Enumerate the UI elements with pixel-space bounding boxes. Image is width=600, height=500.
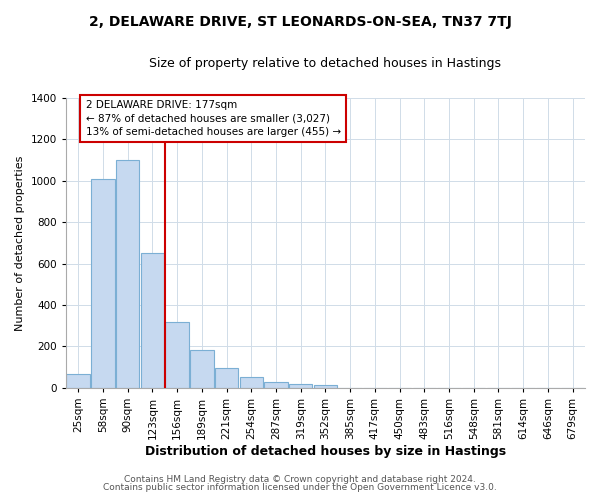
Text: 2, DELAWARE DRIVE, ST LEONARDS-ON-SEA, TN37 7TJ: 2, DELAWARE DRIVE, ST LEONARDS-ON-SEA, T… (89, 15, 511, 29)
Title: Size of property relative to detached houses in Hastings: Size of property relative to detached ho… (149, 58, 502, 70)
Bar (166, 322, 189, 388)
Bar (264, 382, 288, 388)
Bar (140, 254, 164, 388)
Bar (116, 160, 139, 388)
Text: 2 DELAWARE DRIVE: 177sqm
← 87% of detached houses are smaller (3,027)
13% of sem: 2 DELAWARE DRIVE: 177sqm ← 87% of detach… (86, 100, 341, 136)
Bar (215, 368, 238, 388)
Y-axis label: Number of detached properties: Number of detached properties (15, 155, 25, 330)
Bar (190, 350, 214, 388)
Bar (91, 179, 115, 388)
Bar (289, 384, 313, 388)
Text: Contains public sector information licensed under the Open Government Licence v3: Contains public sector information licen… (103, 484, 497, 492)
Bar (67, 374, 90, 388)
X-axis label: Distribution of detached houses by size in Hastings: Distribution of detached houses by size … (145, 444, 506, 458)
Text: Contains HM Land Registry data © Crown copyright and database right 2024.: Contains HM Land Registry data © Crown c… (124, 475, 476, 484)
Bar (314, 384, 337, 388)
Bar (239, 378, 263, 388)
